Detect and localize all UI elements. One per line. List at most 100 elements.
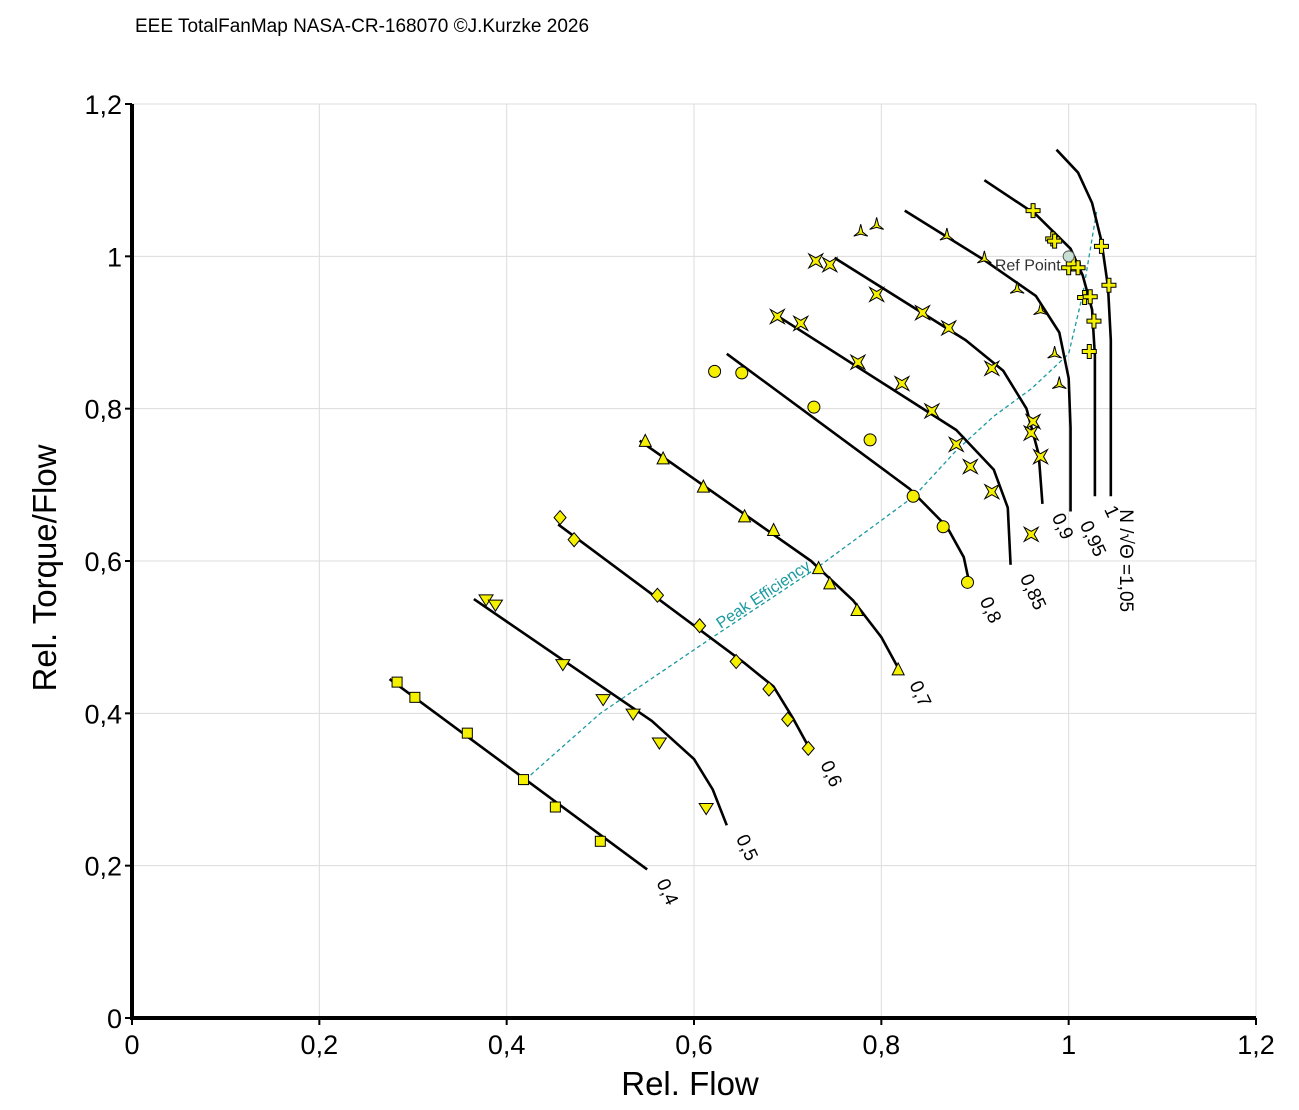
triangle-down-marker	[595, 694, 612, 707]
diamond-marker	[553, 509, 567, 526]
triangle-down-marker	[625, 708, 642, 722]
ref-point-label: Ref Point	[995, 257, 1061, 274]
star-marker	[923, 402, 941, 420]
x-tick-label: 1,2	[1237, 1030, 1275, 1060]
circle-marker	[735, 366, 749, 380]
speed-label: 0,8	[975, 594, 1005, 627]
y-tick-label: 0	[107, 1004, 122, 1034]
cross-marker	[1047, 233, 1063, 249]
triangle-down-marker	[487, 599, 504, 613]
peak-efficiency-line	[524, 210, 1098, 781]
triangle-up-marker	[766, 522, 781, 537]
speed-label: N /√Θ =1,05	[1115, 509, 1136, 612]
triangle-up-marker	[891, 661, 906, 676]
speed-line	[983, 179, 1097, 497]
star-marker	[769, 308, 786, 325]
star-marker	[893, 375, 911, 392]
tri-star-marker	[1009, 281, 1025, 294]
axes	[125, 103, 1257, 1025]
star-marker	[983, 483, 1001, 501]
speed-label: 0,4	[652, 876, 682, 909]
diamond-marker	[762, 681, 776, 697]
circle-marker	[906, 489, 920, 503]
triangle-up-marker	[696, 479, 711, 493]
tri-star-marker	[977, 250, 992, 264]
speed-line	[473, 598, 728, 826]
star-marker	[792, 315, 810, 332]
triangle-up-marker	[823, 575, 837, 590]
star-marker	[1022, 424, 1040, 442]
y-tick-label: 0,4	[84, 699, 122, 729]
square-marker	[461, 727, 473, 739]
cross-marker	[1081, 344, 1097, 360]
tick-labels: 0 0,2 0,4 0,6 0,8 1 1,2 0 0,2 0,4 0,6 0,8 1 1,2	[84, 90, 1274, 1060]
speed-line	[638, 439, 902, 673]
star-marker	[914, 304, 931, 322]
y-tick-label: 0,6	[84, 547, 122, 577]
star-marker	[961, 458, 979, 475]
y-tick-label: 0,8	[84, 395, 122, 425]
star-marker	[983, 359, 1001, 377]
y-tick-label: 1,2	[84, 90, 122, 120]
triangle-down-marker	[651, 737, 668, 750]
square-marker	[549, 801, 561, 813]
circle-marker	[961, 575, 975, 589]
x-tick-label: 0,6	[675, 1030, 713, 1060]
cross-marker	[1070, 260, 1086, 276]
data-points-layer: Ref Point	[391, 203, 1117, 847]
cross-marker	[1065, 256, 1081, 272]
tri-star-marker	[1033, 302, 1048, 316]
cross-marker	[1025, 203, 1041, 219]
speed-line	[1055, 148, 1113, 497]
cross-marker	[1082, 289, 1098, 305]
speed-line	[833, 256, 1044, 504]
y-axis-label: Rel. Torque/Flow	[26, 444, 63, 691]
tri-star-marker	[1051, 376, 1067, 390]
cross-marker	[1101, 277, 1117, 293]
y-tick-label: 0,2	[84, 852, 122, 882]
star-marker	[947, 436, 965, 453]
cross-marker	[1093, 238, 1109, 254]
diamond-marker	[801, 740, 815, 757]
diamond-marker	[781, 711, 795, 728]
diamond-marker	[729, 653, 743, 670]
speed-line	[904, 209, 1072, 512]
x-tick-label: 0,4	[488, 1030, 526, 1060]
square-marker	[391, 676, 403, 688]
tri-star-marker	[869, 217, 884, 230]
circle-marker	[936, 520, 950, 534]
diamond-marker	[692, 617, 707, 634]
x-tick-label: 0,8	[863, 1030, 901, 1060]
star-marker	[807, 252, 825, 270]
x-tick-label: 0,2	[301, 1030, 339, 1060]
speed-label: 0,9	[1047, 510, 1077, 543]
speed-label: 0,95	[1075, 518, 1110, 560]
triangle-up-marker	[656, 450, 670, 465]
speed-label: 0,5	[731, 832, 761, 865]
square-marker	[518, 774, 530, 786]
grid-lines	[132, 103, 1257, 1018]
circle-marker	[807, 400, 821, 414]
star-marker	[1022, 525, 1040, 543]
triangle-down-marker	[698, 803, 715, 816]
square-marker	[409, 691, 421, 703]
speed-label: 0,85	[1015, 571, 1050, 613]
speed-line	[772, 312, 1012, 565]
speed-label: 0,7	[905, 678, 935, 711]
star-marker	[821, 256, 839, 274]
tri-star-marker	[1047, 345, 1062, 359]
triangle-up-marker	[638, 433, 653, 447]
peak-efficiency-label: Peak Efficiency	[714, 558, 814, 633]
x-tick-label: 1	[1061, 1030, 1076, 1060]
star-marker	[1024, 413, 1042, 430]
cross-marker	[1086, 313, 1102, 329]
ref-point-marker	[1062, 250, 1075, 263]
triangle-up-marker	[850, 602, 864, 617]
circle-marker	[708, 364, 722, 378]
circle-marker	[863, 433, 877, 447]
speed-line	[726, 352, 972, 588]
triangle-down-marker	[554, 659, 571, 672]
diamond-marker	[650, 587, 665, 604]
